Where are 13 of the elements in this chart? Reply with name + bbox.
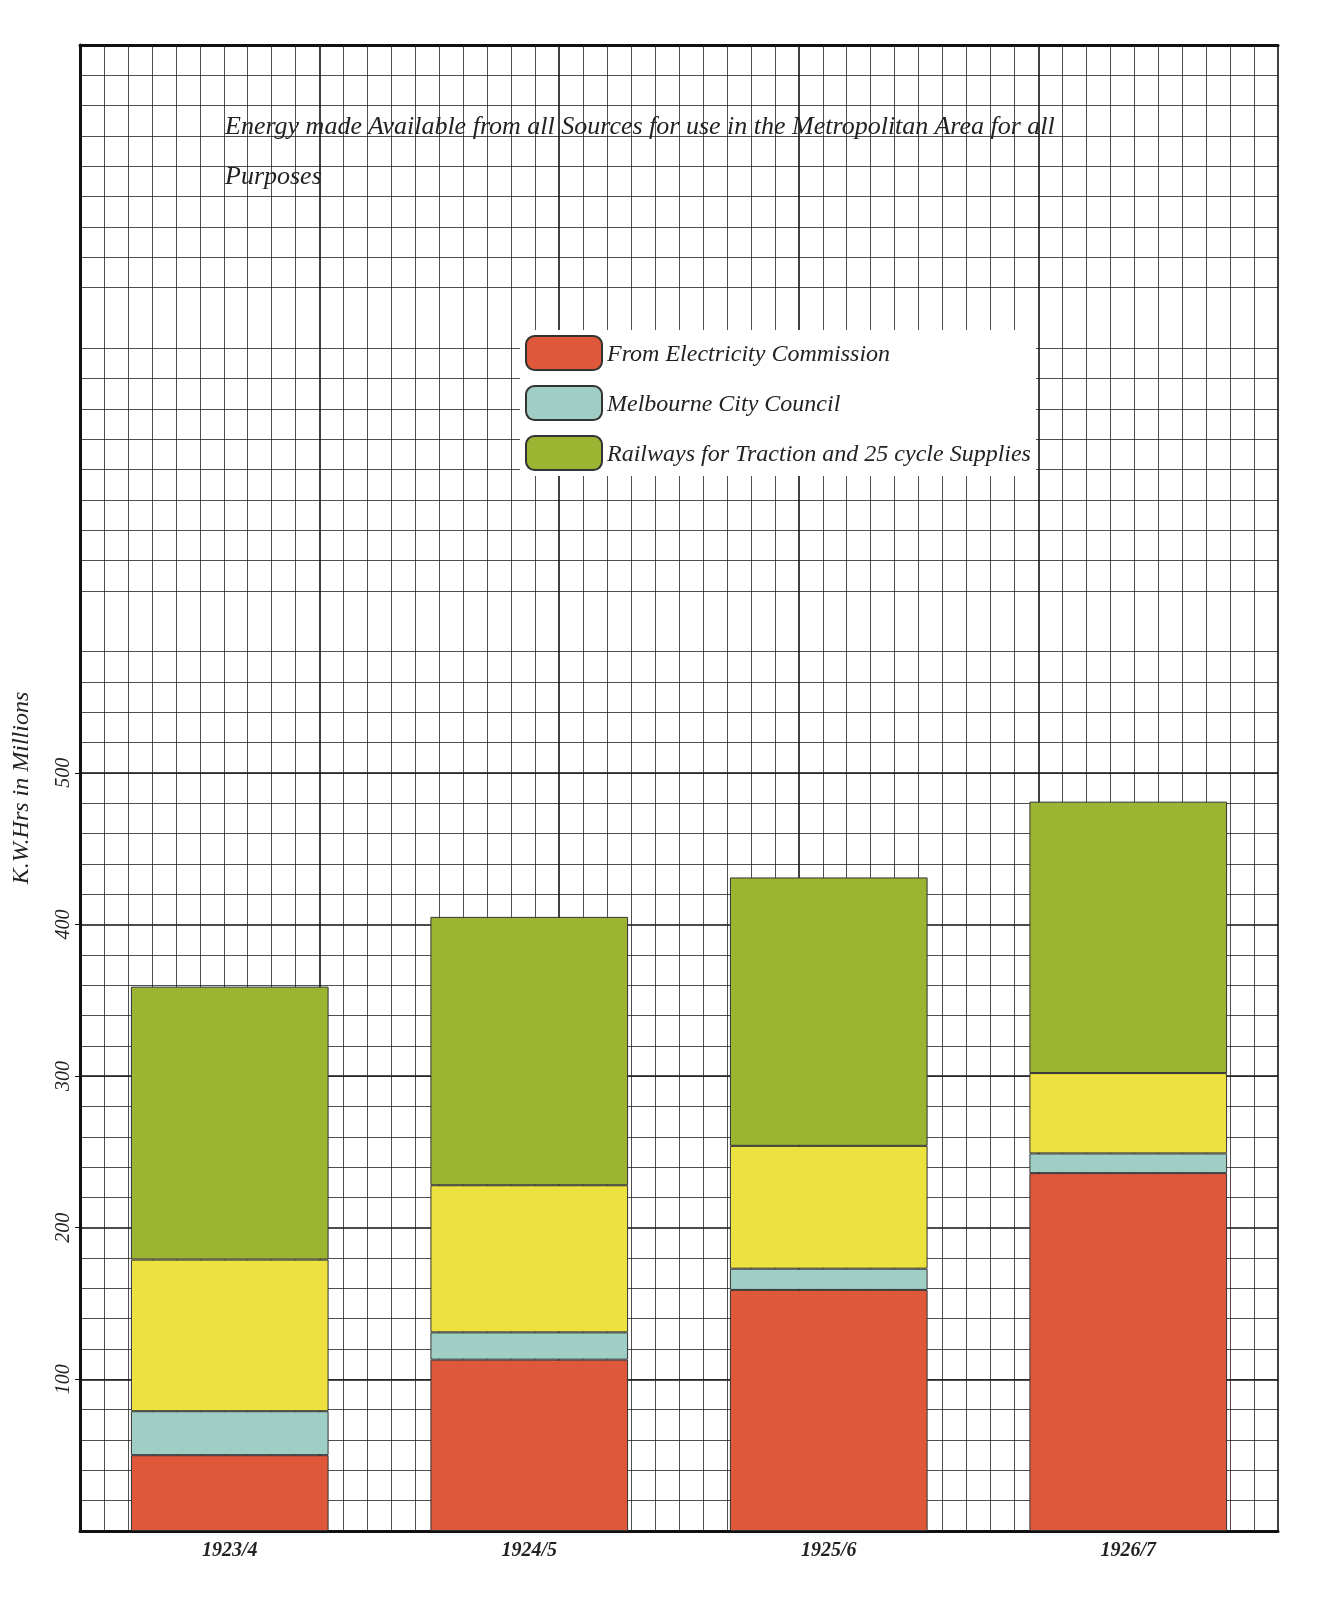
x-tick-label: 1925/6 [800, 1538, 857, 1560]
legend-label: Melbourne City Council [606, 390, 841, 416]
y-tick-label: 300 [51, 1061, 73, 1093]
x-tick-label: 1924/5 [501, 1538, 558, 1560]
y-tick-label: 500 [51, 757, 73, 788]
y-tick-label: 100 [51, 1364, 73, 1395]
legend-label: From Electricity Commission [606, 340, 891, 366]
x-tick-label: 1923/4 [201, 1538, 258, 1560]
y-tick-label: 200 [51, 1212, 73, 1243]
y-axis-title: K.W.Hrs in Millions [7, 691, 33, 886]
legend-label: Railways for Traction and 25 cycle Supplies [606, 440, 1031, 466]
x-tick-label: 1926/7 [1100, 1538, 1158, 1560]
y-tick-label: 400 [51, 909, 73, 940]
